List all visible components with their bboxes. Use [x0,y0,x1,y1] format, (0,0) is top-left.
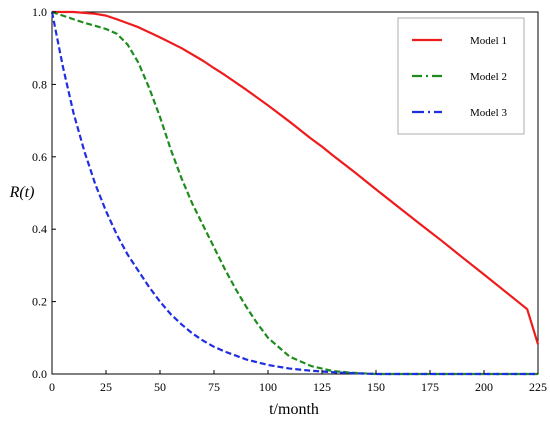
y-tick-label: 1.0 [32,5,47,19]
x-tick-label: 0 [49,380,55,394]
x-tick-label: 75 [208,380,220,394]
x-tick-label: 200 [475,380,493,394]
y-tick-label: 0.2 [32,295,47,309]
x-tick-label: 225 [529,380,547,394]
y-tick-label: 0.4 [32,222,47,236]
x-tick-label: 100 [259,380,277,394]
series-line-model-2 [51,10,538,376]
x-tick-label: 50 [154,380,166,394]
x-tick-label: 25 [100,380,112,394]
legend-label-model-1: Model 1 [470,35,507,47]
legend-label-model-3: Model 3 [470,107,507,119]
plot-border [51,11,539,375]
legend-label-model-2: Model 2 [470,71,507,83]
y-tick-label: 0.0 [32,367,47,381]
legend: Model 1 Model 2 Model 3 [397,17,525,135]
x-tick-label: 150 [367,380,385,394]
y-tick-label: 0.8 [32,77,47,91]
x-tick-label: 125 [313,380,331,394]
y-tick-label: 0.6 [32,150,47,164]
x-tick-label: 175 [421,380,439,394]
series-line-model-1 [52,10,540,345]
x-axis-title: t/month [269,401,319,418]
y-axis-title: R(t) [9,184,35,201]
